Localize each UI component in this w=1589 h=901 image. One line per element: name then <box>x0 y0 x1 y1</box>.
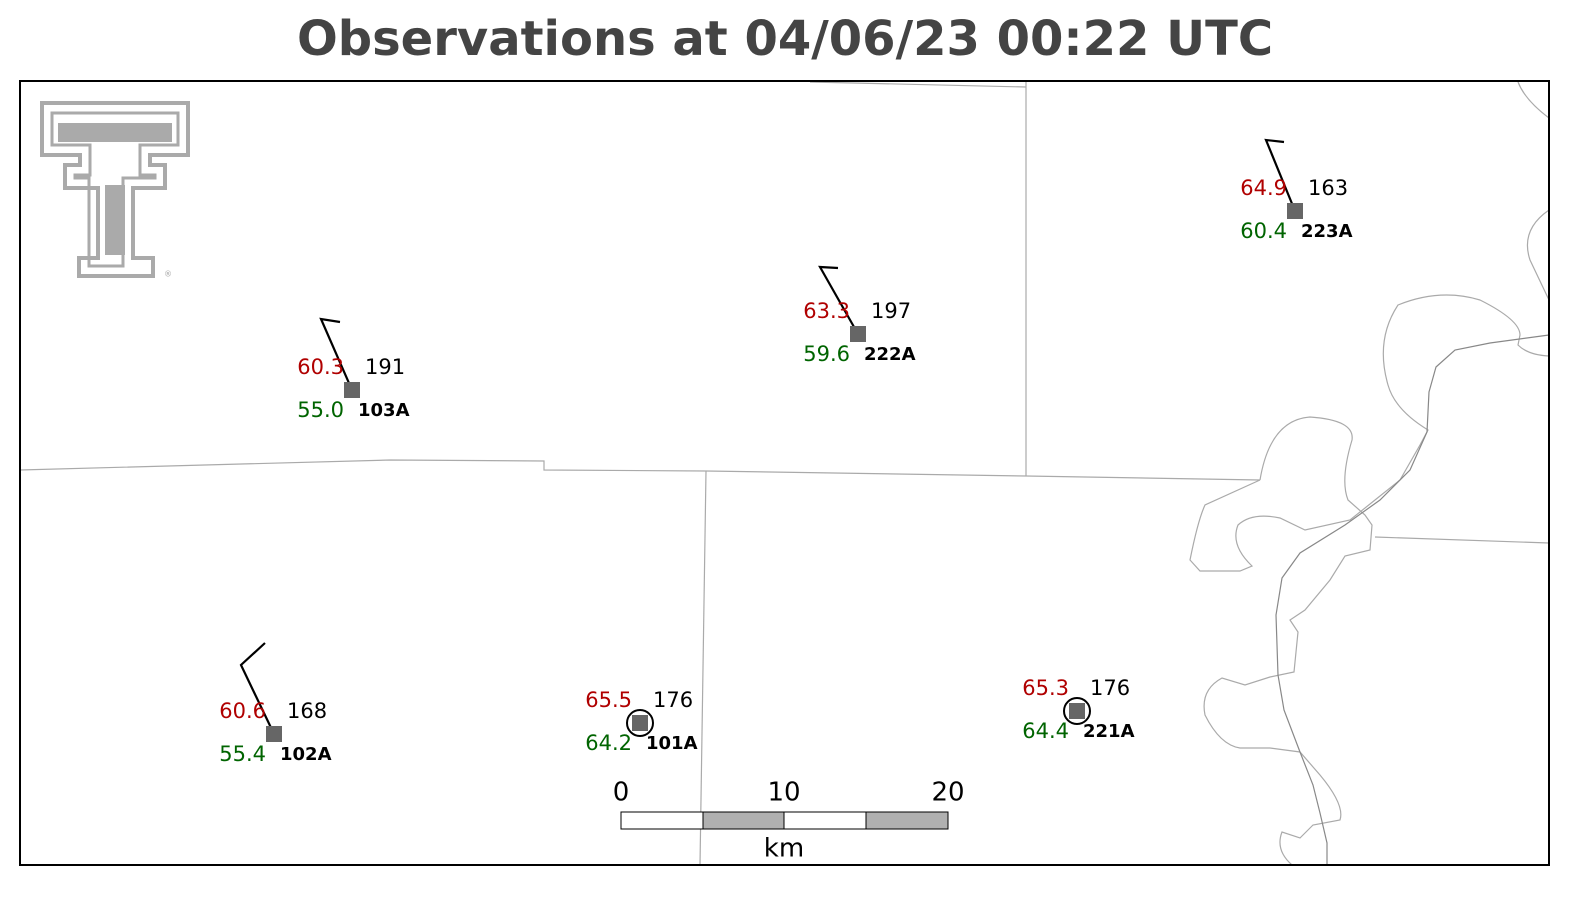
wind-barbs <box>239 138 1297 735</box>
dewpoint: 64.4 <box>1022 719 1069 743</box>
station-id: 223A <box>1301 221 1353 242</box>
station-id: 101A <box>646 733 698 754</box>
boundaries <box>19 81 1550 866</box>
temperature: 63.3 <box>803 299 850 323</box>
station-marker <box>266 726 282 742</box>
station-marker <box>1069 703 1085 719</box>
dewpoint: 55.4 <box>219 742 266 766</box>
scale-label: 10 <box>767 778 800 808</box>
dewpoint: 64.2 <box>585 731 632 755</box>
logo-mark: ® <box>164 270 172 279</box>
pressure: 176 <box>653 688 693 712</box>
temperature: 65.3 <box>1022 676 1069 700</box>
calm-circle <box>626 709 654 737</box>
temperature: 64.9 <box>1240 176 1287 200</box>
dewpoint: 55.0 <box>297 398 344 422</box>
temperature: 65.5 <box>585 688 632 712</box>
station-id: 221A <box>1083 721 1135 742</box>
stations: 60.3 55.0 191 103A 63.3 59.6 197 222A 64.9 60.4 16… <box>219 176 1352 766</box>
temperature: 60.3 <box>297 355 344 379</box>
scale-label: 20 <box>931 778 964 808</box>
river <box>1275 334 1550 865</box>
station-id: 102A <box>280 744 332 765</box>
pressure: 197 <box>871 299 911 323</box>
pressure: 176 <box>1090 676 1130 700</box>
pressure: 163 <box>1308 176 1348 200</box>
pressure: 168 <box>287 699 327 723</box>
station-id: 222A <box>864 344 916 365</box>
station-marker <box>344 382 360 398</box>
calm-circle <box>1063 697 1091 725</box>
station-marker <box>1287 203 1303 219</box>
dewpoint: 60.4 <box>1240 219 1287 243</box>
title: Observations at 04/06/23 00:22 UTC <box>297 11 1273 67</box>
scale-label: 0 <box>613 778 630 808</box>
logo <box>40 101 190 278</box>
pressure: 191 <box>365 355 405 379</box>
temperature: 60.6 <box>219 699 266 723</box>
scale-bar: km 0 10 20 <box>613 778 965 864</box>
dewpoint: 59.6 <box>803 342 850 366</box>
station-id: 103A <box>358 400 410 421</box>
scale-unit: km <box>764 834 804 864</box>
station-marker <box>850 326 866 342</box>
station-marker <box>632 715 648 731</box>
map-frame <box>19 80 1550 866</box>
